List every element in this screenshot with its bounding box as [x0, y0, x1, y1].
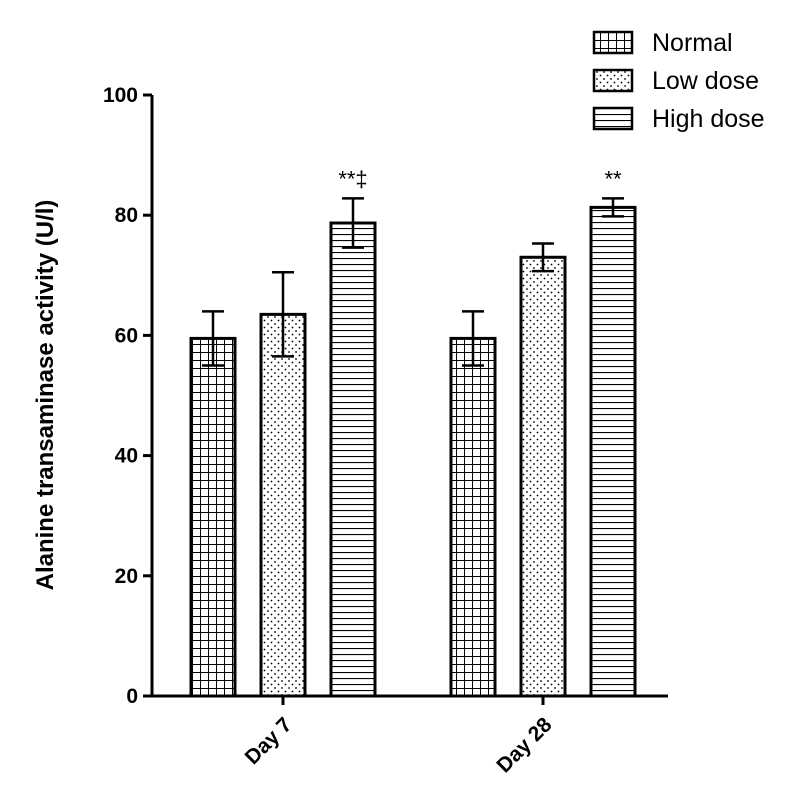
legend-swatch [592, 106, 634, 131]
significance-label: ** [604, 166, 622, 191]
bar [449, 336, 497, 698]
legend-label: Low dose [652, 67, 759, 95]
x-category-label: Day 28 [492, 713, 556, 777]
bar [189, 336, 237, 698]
bar [519, 255, 567, 698]
bar [259, 312, 307, 698]
y-tick-label: 60 [115, 324, 138, 347]
y-axis-title: Alanine transaminase activity (U/l) [32, 200, 59, 591]
y-tick-label: 20 [115, 565, 138, 588]
y-tick-label: 80 [115, 204, 138, 227]
y-tick-label: 0 [126, 685, 138, 708]
legend-label: High dose [652, 105, 765, 133]
bar [589, 205, 637, 698]
y-axis: 0 20 40 60 80 100 [103, 84, 154, 708]
bar [329, 221, 377, 698]
x-category-label: Day 7 [241, 713, 297, 769]
y-tick-label: 100 [103, 84, 138, 107]
legend: Normal Low dose High dose [592, 29, 765, 133]
x-axis: Day 7 Day 28 [152, 694, 668, 777]
legend-swatch [592, 30, 634, 55]
bars-layer: **‡ ** [189, 166, 637, 698]
significance-label: **‡ [338, 166, 367, 191]
legend-swatch [592, 68, 634, 93]
legend-label: Normal [652, 29, 733, 57]
y-tick-label: 40 [115, 445, 138, 468]
